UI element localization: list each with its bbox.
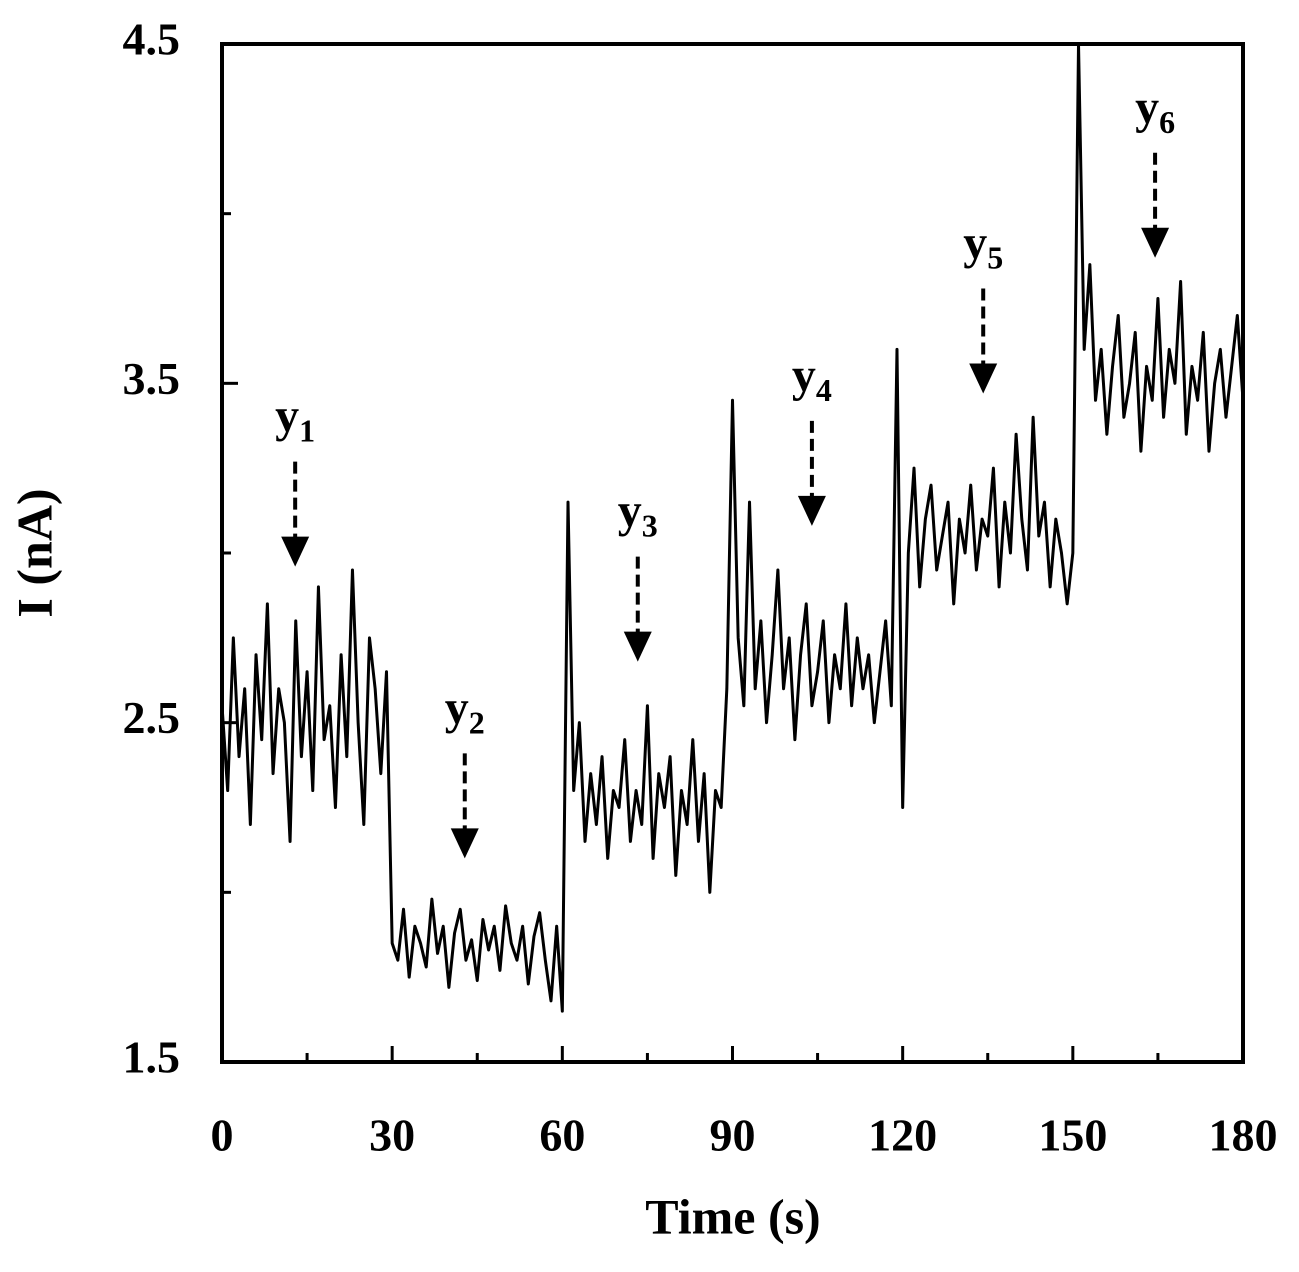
- annotation-text: y: [445, 681, 469, 734]
- annotation-label: y3: [618, 485, 658, 544]
- x-tick-label: 150: [1038, 1110, 1107, 1161]
- annotation-subscript: 2: [469, 704, 485, 740]
- annotation-text: y: [963, 217, 987, 270]
- annotation-arrow-head: [623, 631, 652, 662]
- x-tick-label: 90: [710, 1110, 756, 1161]
- annotation-text: y: [275, 390, 299, 443]
- annotation-label: y4: [792, 349, 832, 408]
- annotation-label: y5: [963, 217, 1003, 276]
- y-axis-title: I (nA): [6, 488, 62, 617]
- annotation-arrow-head: [450, 828, 479, 859]
- annotation-subscript: 4: [816, 372, 832, 408]
- annotation-arrow-head: [1141, 227, 1170, 258]
- annotation-label: y6: [1135, 81, 1175, 140]
- x-tick-label: 180: [1209, 1110, 1278, 1161]
- annotation-label: y2: [445, 681, 485, 740]
- annotation-arrow-head: [281, 536, 310, 567]
- x-tick-label: 30: [369, 1110, 415, 1161]
- y-tick-label: 3.5: [123, 353, 181, 404]
- annotation-arrow-head: [969, 363, 998, 394]
- y-tick-label: 4.5: [123, 14, 181, 65]
- annotation-text: y: [1135, 81, 1159, 134]
- annotation-subscript: 5: [987, 240, 1003, 276]
- y-tick-label: 2.5: [123, 692, 181, 743]
- x-tick-label: 0: [211, 1110, 234, 1161]
- x-axis-title: Time (s): [645, 1188, 820, 1244]
- x-tick-label: 120: [868, 1110, 937, 1161]
- y-tick-label: 1.5: [123, 1032, 181, 1083]
- annotation-text: y: [792, 349, 816, 402]
- annotation-label: y1: [275, 390, 315, 449]
- annotation-arrow-head: [797, 495, 826, 526]
- annotation-subscript: 3: [642, 508, 658, 544]
- annotation-subscript: 1: [299, 413, 315, 449]
- data-line: [220, 42, 1245, 1013]
- annotation-subscript: 6: [1159, 104, 1175, 140]
- x-tick-label: 60: [539, 1110, 585, 1161]
- annotation-text: y: [618, 485, 642, 538]
- plot-frame: [220, 42, 1245, 1064]
